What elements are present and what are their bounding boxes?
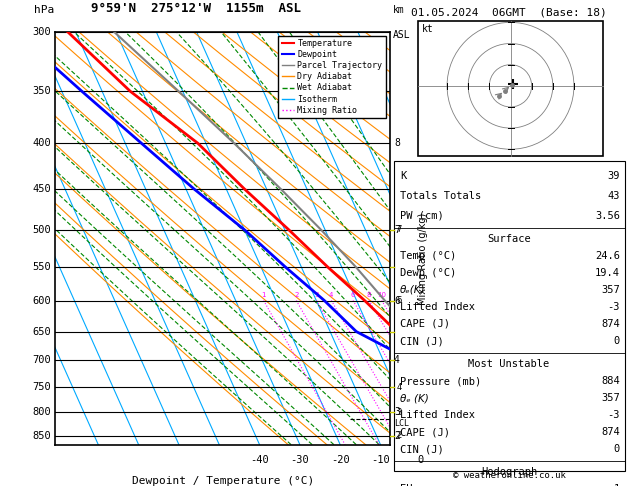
Text: Most Unstable: Most Unstable — [469, 359, 550, 369]
Text: 4: 4 — [329, 293, 333, 298]
Text: 650: 650 — [33, 327, 52, 337]
Text: 350: 350 — [33, 87, 52, 96]
Text: 8: 8 — [367, 293, 371, 298]
Text: 400: 400 — [33, 138, 52, 148]
Text: K: K — [400, 171, 406, 181]
Text: 7: 7 — [396, 226, 402, 234]
Text: 500: 500 — [33, 225, 52, 235]
Text: 4: 4 — [394, 355, 400, 365]
Text: 2: 2 — [294, 293, 299, 298]
Text: 2: 2 — [394, 431, 400, 441]
Text: Lifted Index: Lifted Index — [400, 302, 475, 312]
Text: 3: 3 — [396, 408, 402, 417]
Text: θₑ (K): θₑ (K) — [400, 393, 429, 403]
Text: 24.6: 24.6 — [595, 251, 620, 261]
Text: -3: -3 — [608, 410, 620, 420]
Text: 3.56: 3.56 — [595, 211, 620, 221]
Text: Surface: Surface — [487, 234, 531, 244]
Text: -10: -10 — [371, 455, 390, 465]
Text: LCL: LCL — [394, 419, 409, 428]
Text: 450: 450 — [33, 184, 52, 194]
Text: 357: 357 — [601, 285, 620, 295]
Text: 0: 0 — [614, 444, 620, 454]
Text: 01.05.2024  06GMT  (Base: 18): 01.05.2024 06GMT (Base: 18) — [411, 8, 607, 18]
Text: 874: 874 — [601, 427, 620, 437]
Text: 10: 10 — [377, 293, 386, 298]
Text: PW (cm): PW (cm) — [400, 211, 443, 221]
Text: km: km — [393, 5, 405, 15]
Text: Dewp (°C): Dewp (°C) — [400, 268, 456, 278]
Text: 39: 39 — [608, 171, 620, 181]
Text: 9°59'N  275°12'W  1155m  ASL: 9°59'N 275°12'W 1155m ASL — [91, 2, 301, 15]
Text: 750: 750 — [33, 382, 52, 392]
Text: 300: 300 — [33, 27, 52, 36]
Text: 8: 8 — [394, 138, 400, 148]
Text: Mixing Ratio (g/kg): Mixing Ratio (g/kg) — [418, 213, 428, 305]
Text: 1: 1 — [262, 293, 266, 298]
Text: 19.4: 19.4 — [595, 268, 620, 278]
Text: CIN (J): CIN (J) — [400, 444, 443, 454]
Text: 1: 1 — [614, 484, 620, 486]
Text: 6: 6 — [396, 296, 402, 305]
Text: -20: -20 — [331, 455, 350, 465]
Text: 2: 2 — [396, 431, 401, 440]
Text: 600: 600 — [33, 295, 52, 306]
Bar — [394, 161, 625, 471]
Text: 884: 884 — [601, 376, 620, 386]
Text: 43: 43 — [608, 191, 620, 201]
Text: 7: 7 — [394, 225, 400, 235]
Text: CAPE (J): CAPE (J) — [400, 319, 450, 329]
Text: Hodograph: Hodograph — [481, 467, 537, 477]
Bar — [418, 21, 603, 156]
Legend: Temperature, Dewpoint, Parcel Trajectory, Dry Adiabat, Wet Adiabat, Isotherm, Mi: Temperature, Dewpoint, Parcel Trajectory… — [278, 36, 386, 118]
Text: 4: 4 — [396, 382, 401, 392]
Text: 6: 6 — [394, 295, 400, 306]
Text: CAPE (J): CAPE (J) — [400, 427, 450, 437]
Text: 0: 0 — [614, 336, 620, 346]
Text: 6: 6 — [351, 293, 355, 298]
Text: -40: -40 — [250, 455, 269, 465]
Text: 874: 874 — [601, 319, 620, 329]
Text: 800: 800 — [33, 407, 52, 417]
Text: 0: 0 — [418, 455, 424, 465]
Text: θₑ(K): θₑ(K) — [400, 285, 425, 295]
Text: 3: 3 — [314, 293, 319, 298]
Text: EH: EH — [400, 484, 413, 486]
Text: © weatheronline.co.uk: © weatheronline.co.uk — [452, 471, 565, 480]
Text: hPa: hPa — [33, 5, 54, 15]
Text: Dewpoint / Temperature (°C): Dewpoint / Temperature (°C) — [131, 476, 314, 486]
Text: 850: 850 — [33, 431, 52, 441]
Text: CIN (J): CIN (J) — [400, 336, 443, 346]
Text: Totals Totals: Totals Totals — [400, 191, 481, 201]
Text: -3: -3 — [608, 302, 620, 312]
Text: Temp (°C): Temp (°C) — [400, 251, 456, 261]
Text: Pressure (mb): Pressure (mb) — [400, 376, 481, 386]
Text: 3: 3 — [394, 407, 400, 417]
Text: kt: kt — [422, 24, 434, 34]
Text: 550: 550 — [33, 262, 52, 272]
Text: 357: 357 — [601, 393, 620, 403]
Text: ASL: ASL — [393, 30, 411, 40]
Text: 700: 700 — [33, 355, 52, 365]
Text: -30: -30 — [291, 455, 309, 465]
Text: Lifted Index: Lifted Index — [400, 410, 475, 420]
